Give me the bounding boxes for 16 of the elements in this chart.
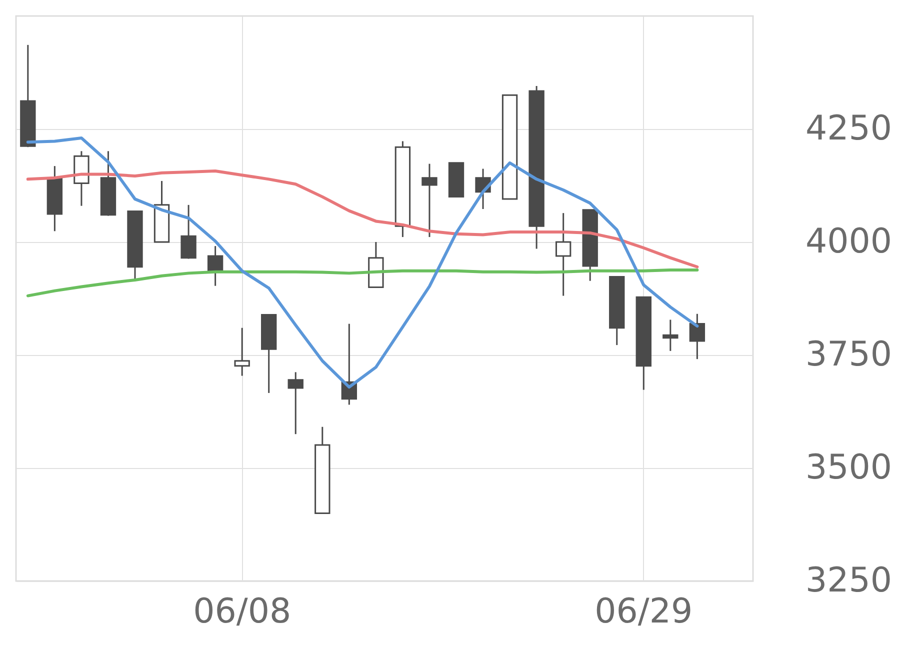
x-tick-label: 06/29 — [594, 592, 693, 632]
y-tick-label: 4250 — [806, 108, 892, 148]
x-tick-label: 06/08 — [193, 592, 292, 632]
candlestick — [288, 371, 304, 435]
candlestick — [689, 313, 706, 360]
y-tick-label: 4000 — [806, 222, 892, 262]
y-tick-label: 3250 — [806, 560, 892, 600]
candlestick — [555, 212, 572, 297]
line-series — [26, 170, 699, 268]
candlestick — [662, 318, 678, 352]
candlestick — [207, 245, 224, 287]
candlestick — [234, 327, 250, 377]
candlestick — [180, 204, 196, 260]
y-tick-label: 3500 — [806, 448, 892, 488]
candlestick — [422, 163, 438, 238]
y-tick-label: 3750 — [806, 334, 892, 374]
